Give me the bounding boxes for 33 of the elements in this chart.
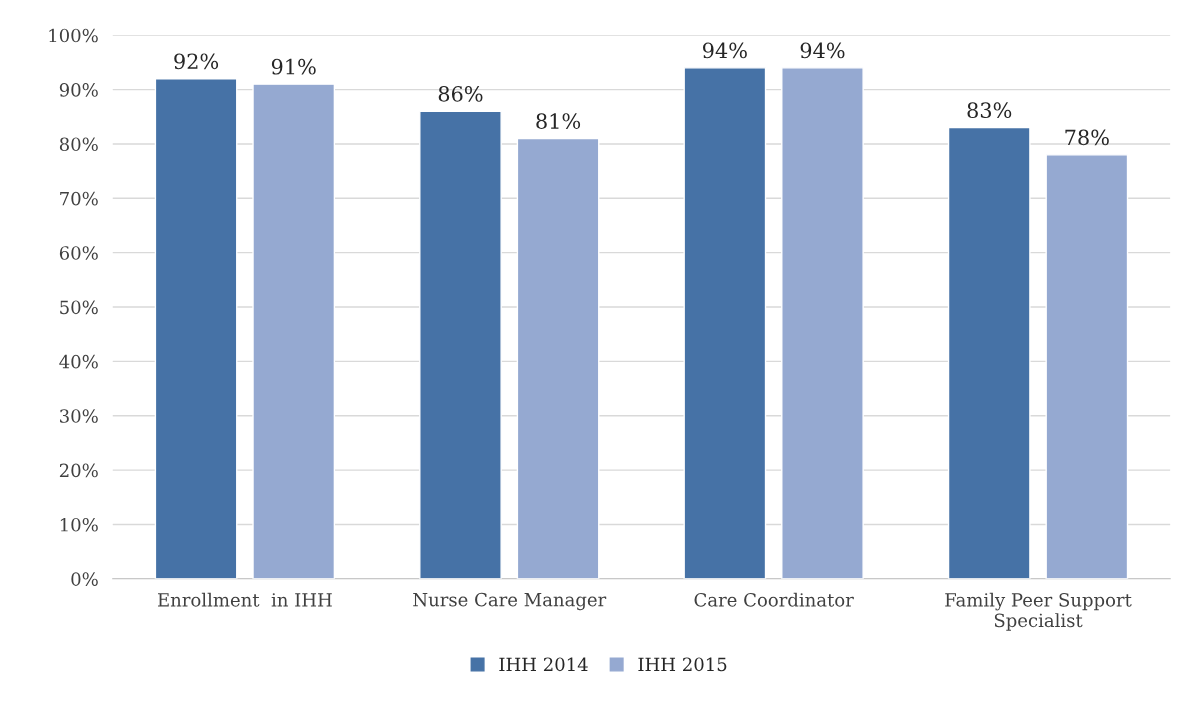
x-tick-label: Enrollment in IHH — [157, 592, 332, 607]
x-tick-label: Nurse Care Manager — [413, 592, 607, 611]
data-label: 81% — [536, 113, 581, 129]
data-label: 83% — [967, 102, 1012, 119]
y-tick-label: 60% — [59, 246, 98, 260]
data-label: 91% — [271, 58, 316, 75]
bar — [252, 83, 336, 579]
y-tick-label: 10% — [60, 517, 98, 532]
x-tick-label: Care Coordinator — [694, 592, 854, 607]
y-tick-label: 90% — [59, 83, 98, 97]
y-tick-label: 0% — [71, 572, 98, 586]
y-tick-label: 50% — [60, 300, 98, 315]
legend-label: IHH 2015 — [638, 657, 727, 672]
y-tick-label: 30% — [60, 409, 98, 423]
y-tick-label: 100% — [49, 28, 98, 43]
bar — [516, 137, 600, 579]
bar — [947, 126, 1031, 579]
bar — [683, 67, 767, 579]
data-label: 94% — [800, 42, 845, 59]
y-tick-label: 40% — [59, 354, 98, 369]
bar — [419, 110, 502, 579]
data-label: 92% — [174, 53, 219, 70]
data-label: 78% — [1065, 129, 1109, 146]
data-label: 86% — [438, 86, 483, 102]
y-tick-label: 70% — [60, 191, 98, 206]
x-tick-label: Family Peer Support Specialist — [945, 592, 1132, 631]
y-tick-label: 20% — [59, 463, 98, 478]
bar — [781, 67, 864, 579]
data-label: 94% — [703, 42, 747, 59]
bar — [154, 78, 238, 579]
bar — [1045, 154, 1129, 579]
y-tick-label: 80% — [59, 137, 98, 152]
legend-label: IHH 2014 — [499, 657, 588, 672]
